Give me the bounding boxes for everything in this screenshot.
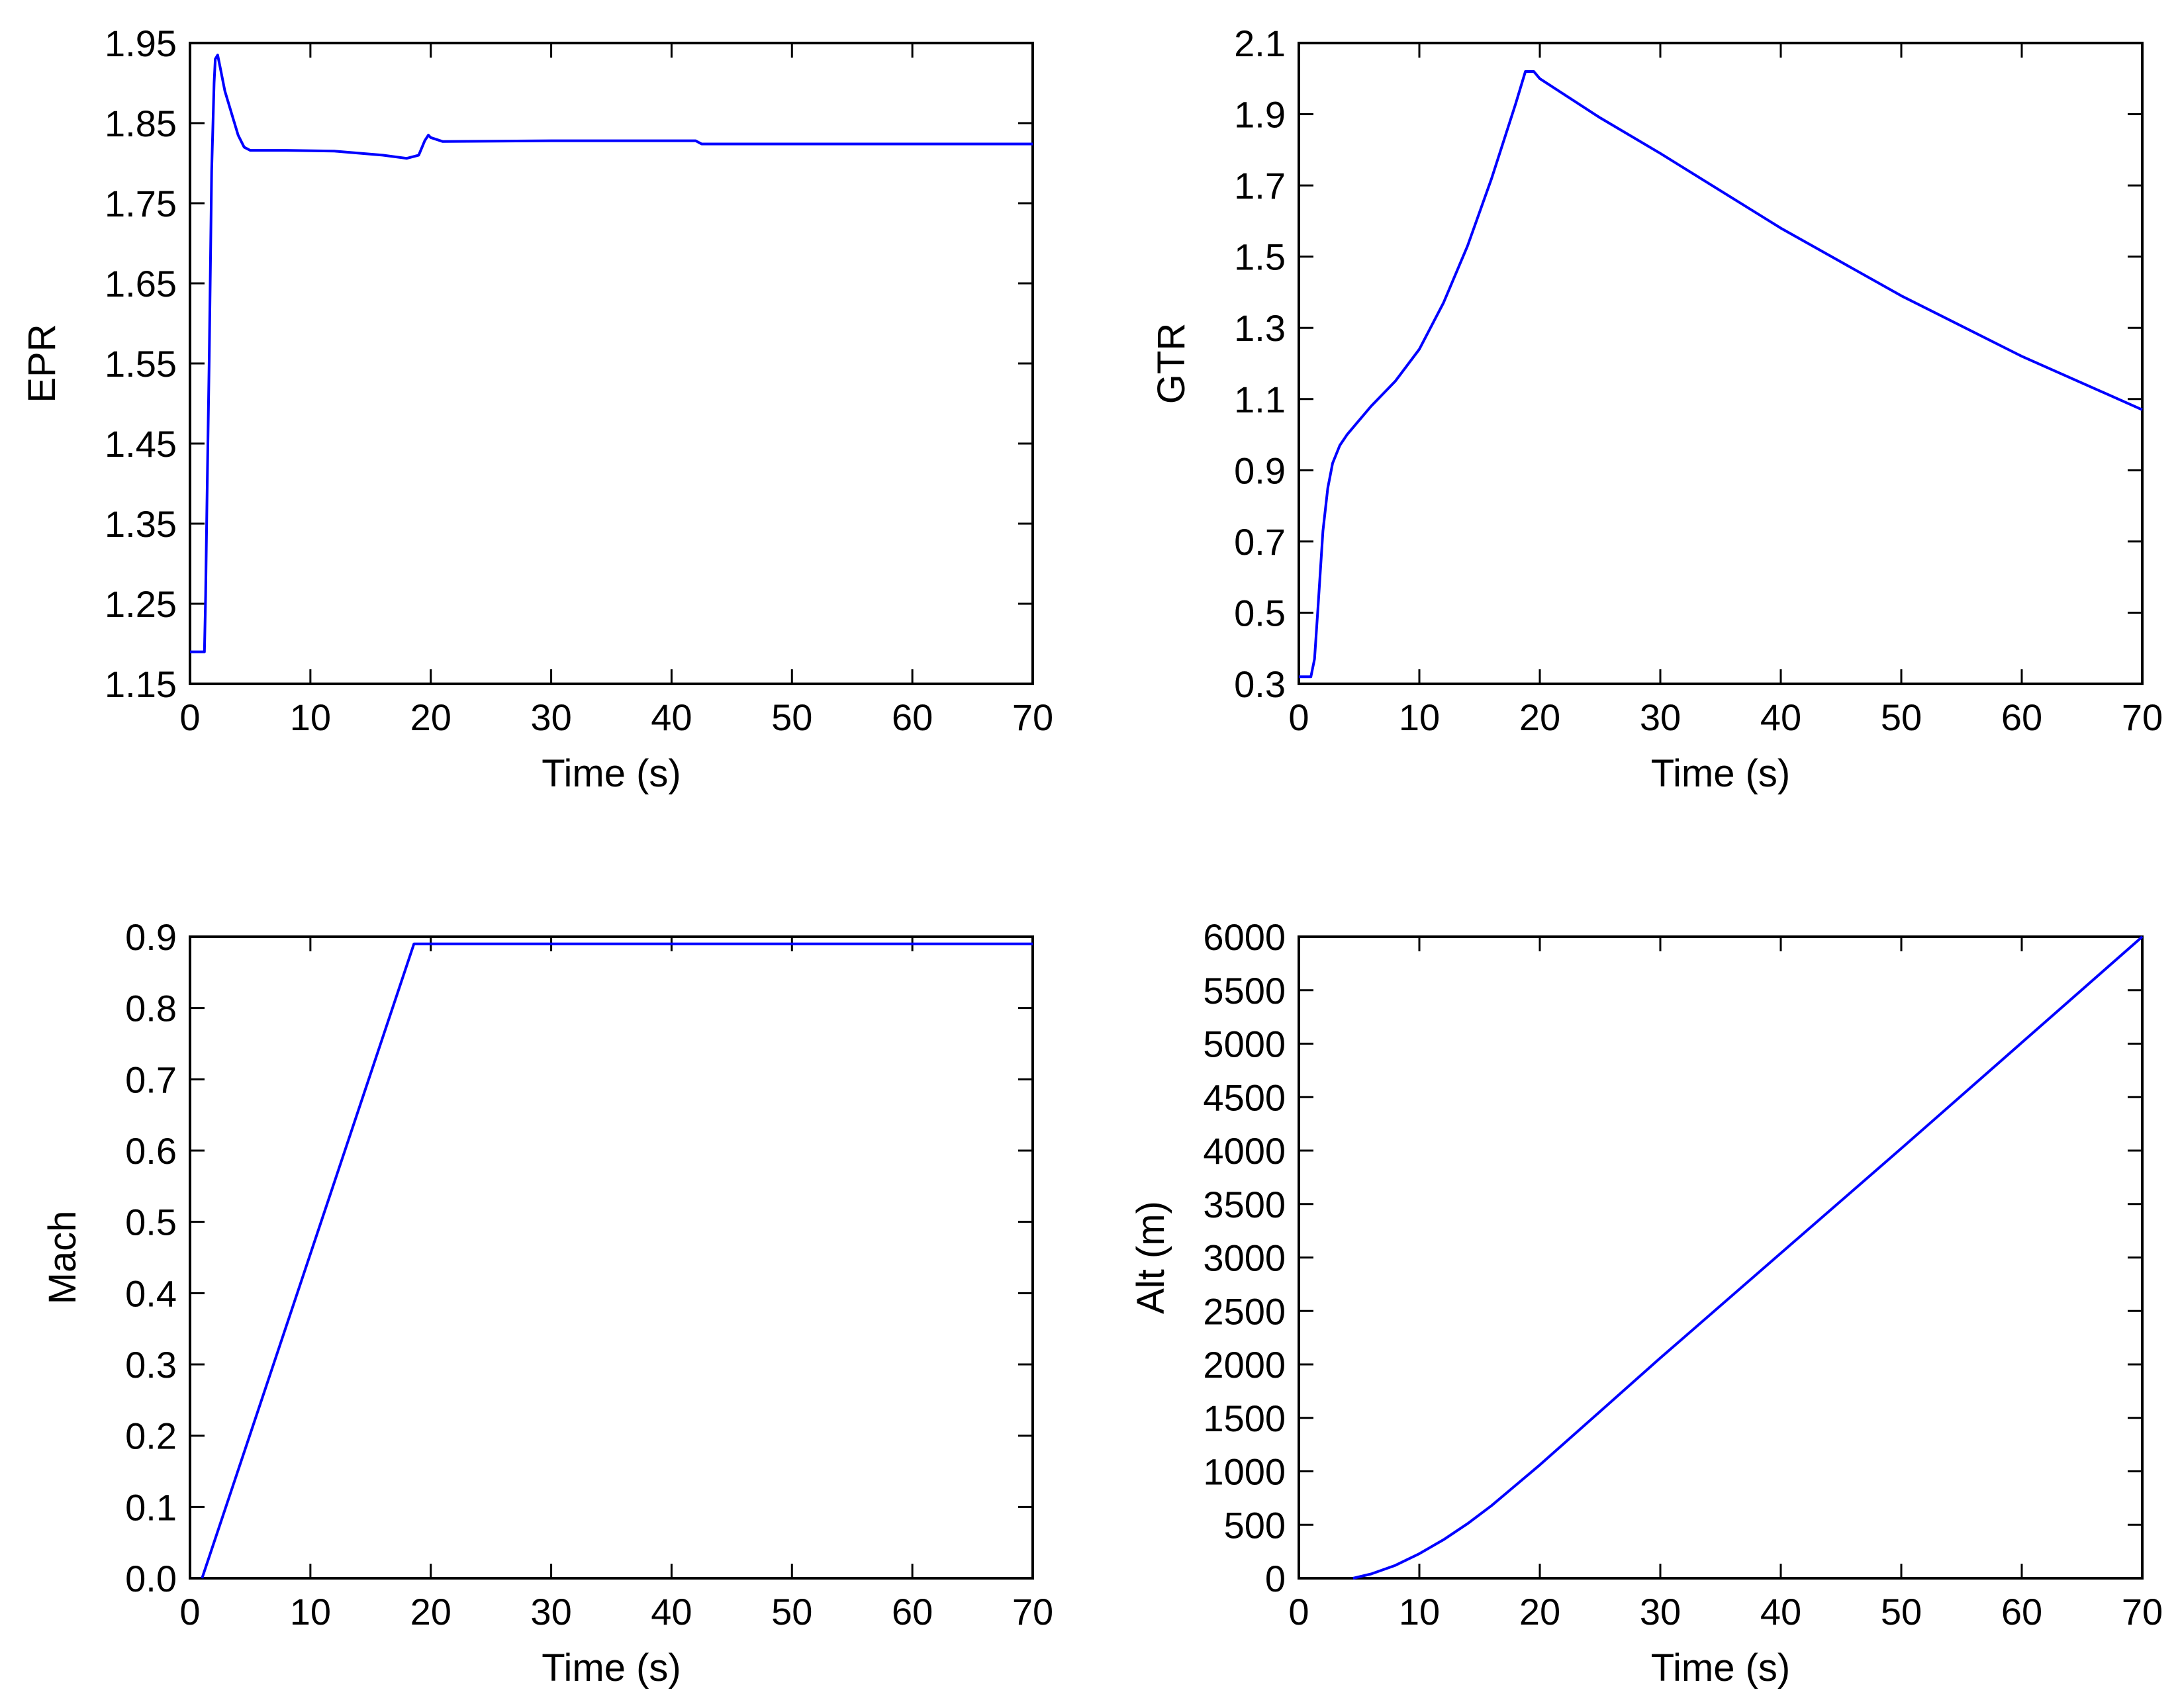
x-tick-label: 30	[530, 696, 571, 738]
y-tick-label: 1.55	[105, 343, 177, 385]
x-axis-label: Time (s)	[1651, 752, 1790, 795]
x-tick-label: 50	[1881, 696, 1922, 738]
x-tick-label: 40	[651, 1591, 692, 1633]
x-tick-label: 0	[1288, 696, 1309, 738]
y-axis-label: Alt (m)	[1129, 1201, 1172, 1314]
y-tick-label: 1.35	[105, 503, 177, 545]
subplot-epr: 0 10 20 30 40 50 60 70 1.15 1.25 1.35 1.45 1.55 1.65 1…	[21, 23, 1053, 795]
x-tick-label: 60	[2001, 696, 2042, 738]
plot-frame	[1298, 42, 2144, 685]
x-axis-label: Time (s)	[542, 1646, 681, 1689]
y-axis-label: EPR	[21, 324, 64, 403]
y-tick-label: 0.5	[1234, 592, 1286, 634]
x-tick-label: 70	[1012, 696, 1053, 738]
y-tick-label: 3000	[1203, 1237, 1286, 1279]
y-tick-label: 0.7	[125, 1059, 177, 1100]
y-tick-label: 1000	[1203, 1451, 1286, 1493]
y-tick-label: 0.9	[1234, 450, 1286, 491]
y-tick-label: 0.1	[125, 1486, 177, 1528]
x-tick-label: 20	[410, 1591, 451, 1633]
x-tick-label: 60	[892, 696, 933, 738]
y-tick-label: 0.5	[125, 1202, 177, 1243]
x-tick-label: 20	[410, 696, 451, 738]
y-tick-label: 0.3	[1234, 663, 1286, 705]
y-tick-label: 1.1	[1234, 379, 1286, 420]
y-tick-label: 5500	[1203, 970, 1286, 1012]
x-tick-label: 50	[771, 696, 812, 738]
y-tick-label: 1.3	[1234, 307, 1286, 349]
x-tick-label: 10	[290, 696, 331, 738]
y-tick-label: 0.8	[125, 988, 177, 1029]
y-tick-label: 1.75	[105, 183, 177, 224]
x-tick-label: 40	[1760, 1591, 1801, 1633]
x-tick-label: 60	[2001, 1591, 2042, 1633]
y-tick-label: 1.15	[105, 663, 177, 705]
x-tick-label: 70	[2122, 1591, 2163, 1633]
x-tick-label: 70	[1012, 1591, 1053, 1633]
y-tick-label: 0.6	[125, 1130, 177, 1172]
y-tick-label: 0.2	[125, 1415, 177, 1457]
x-tick-label: 10	[290, 1591, 331, 1633]
y-tick-label: 2.1	[1234, 23, 1286, 64]
series-line-mach	[201, 942, 1033, 1579]
y-tick-label: 3500	[1203, 1184, 1286, 1225]
y-tick-label: 1.7	[1234, 165, 1286, 207]
x-tick-label: 40	[651, 696, 692, 738]
series-line-alt-m	[1352, 935, 2144, 1580]
y-tick-label: 1.45	[105, 423, 177, 465]
y-tick-label: 0	[1265, 1558, 1286, 1599]
series-line-gtr	[1299, 70, 2143, 679]
subplot-gtr: 0 10 20 30 40 50 60 70 0.3 0.5 0.7 0.9 1.1 1.3 1.5 1.7 1…	[1150, 23, 2163, 795]
y-tick-label: 1.95	[105, 23, 177, 64]
subplot-mach: 0 10 20 30 40 50 60 70 0.0 0.1 0.2 0.3 0.4 0.5 0.6 0.7 0…	[41, 916, 1053, 1689]
y-tick-label: 1.25	[105, 583, 177, 625]
y-tick-label: 0.3	[125, 1344, 177, 1386]
x-tick-label: 30	[1640, 1591, 1681, 1633]
y-tick-label: 5000	[1203, 1023, 1286, 1065]
x-tick-label: 40	[1760, 696, 1801, 738]
y-tick-label: 2000	[1203, 1344, 1286, 1386]
x-tick-label: 0	[179, 1591, 200, 1633]
y-axis-label: GTR	[1150, 323, 1193, 404]
x-tick-label: 30	[1640, 696, 1681, 738]
y-axis-label: Mach	[41, 1211, 84, 1305]
y-tick-label: 4500	[1203, 1076, 1286, 1118]
subplot-alt: 0 10 20 30 40 50 60 70 0 500 1000 1500 2000 2500 3000 3…	[1129, 916, 2163, 1689]
x-tick-label: 50	[771, 1591, 812, 1633]
x-tick-label: 60	[892, 1591, 933, 1633]
x-tick-label: 70	[2122, 696, 2163, 738]
y-tick-label: 1.9	[1234, 94, 1286, 136]
x-tick-label: 0	[179, 696, 200, 738]
x-axis-label: Time (s)	[1651, 1646, 1790, 1689]
y-tick-label: 1.65	[105, 263, 177, 305]
y-tick-label: 1.5	[1234, 236, 1286, 278]
x-tick-label: 0	[1288, 1591, 1309, 1633]
plot-frame	[189, 935, 1034, 1580]
y-tick-label: 6000	[1203, 916, 1286, 958]
y-tick-label: 4000	[1203, 1130, 1286, 1172]
x-tick-label: 30	[530, 1591, 571, 1633]
y-tick-label: 1.85	[105, 103, 177, 144]
x-axis-label: Time (s)	[542, 752, 681, 795]
y-tick-label: 0.0	[125, 1558, 177, 1599]
y-tick-label: 0.4	[125, 1272, 177, 1314]
y-tick-label: 0.9	[125, 916, 177, 958]
y-tick-label: 500	[1224, 1504, 1286, 1546]
x-tick-label: 50	[1881, 1591, 1922, 1633]
series-line-epr	[190, 54, 1033, 653]
x-tick-label: 20	[1519, 1591, 1560, 1633]
y-tick-label: 2500	[1203, 1290, 1286, 1332]
x-tick-label: 20	[1519, 696, 1560, 738]
x-tick-label: 10	[1399, 1591, 1440, 1633]
y-tick-label: 1500	[1203, 1398, 1286, 1439]
y-tick-label: 0.7	[1234, 521, 1286, 563]
x-tick-label: 10	[1399, 696, 1440, 738]
